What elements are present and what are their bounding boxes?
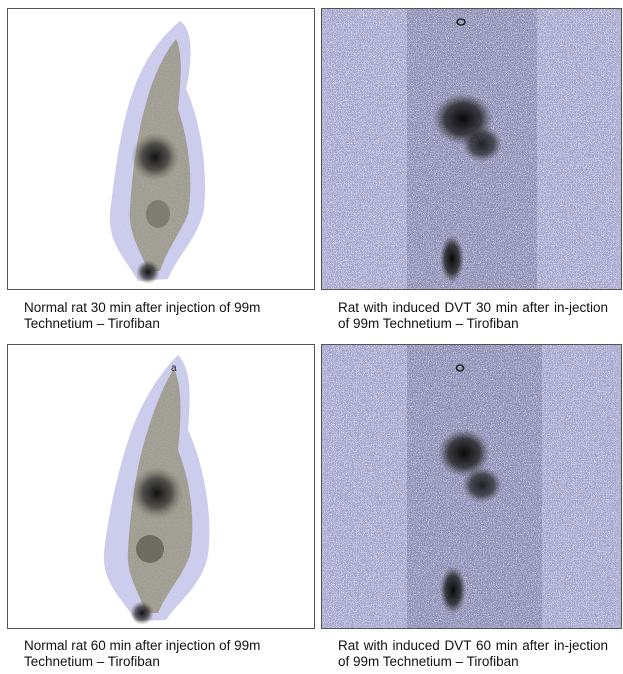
caption-dvt-60min: Rat with induced DVT 60 min after in-jec… [338, 638, 608, 669]
caption-dvt-30min: Rat with induced DVT 30 min after in-jec… [338, 300, 608, 331]
scintigraphy-image-dvt-60min [321, 344, 622, 629]
caption-normal-30min: Normal rat 30 min after injection of 99m… [24, 300, 261, 331]
caption-normal-60min: Normal rat 60 min after injection of 99m… [24, 638, 261, 669]
svg-text:a: a [171, 363, 177, 374]
scintigraphy-image-normal-30min [7, 8, 315, 290]
scintigraphy-image-dvt-30min [321, 8, 622, 290]
scintigraphy-image-normal-60min: a [7, 344, 315, 629]
